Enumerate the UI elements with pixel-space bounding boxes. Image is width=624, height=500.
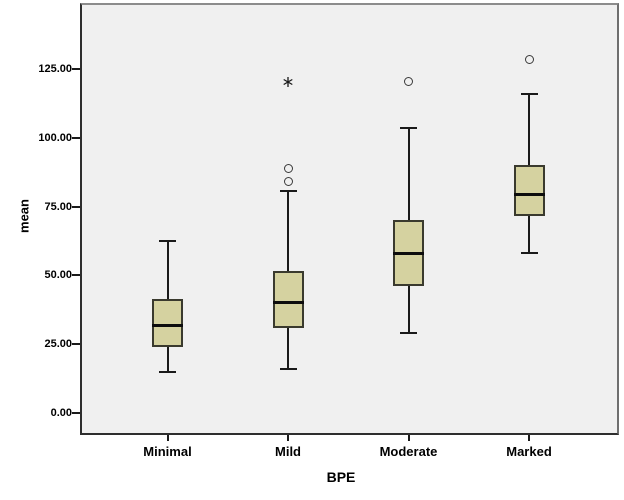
- y-tick-mark: [72, 412, 80, 414]
- mild-upper-whisker-cap: [279, 190, 297, 193]
- x-tick-label: Marked: [506, 444, 552, 459]
- y-tick-label: 25.00: [44, 338, 72, 351]
- x-tick-label: Moderate: [379, 444, 438, 459]
- mild-box: [272, 271, 304, 328]
- mild-median-line: [272, 300, 304, 304]
- marked-lower-whisker-cap: [520, 252, 538, 255]
- y-tick-mark: [72, 136, 80, 139]
- mild-extreme-star-icon: [282, 75, 294, 88]
- minimal-upper-whisker-cap: [159, 240, 176, 242]
- moderate-outlier-circle: [404, 76, 413, 86]
- y-tick-label: 0.00: [50, 407, 72, 419]
- y-tick-label: 75.00: [44, 200, 72, 213]
- x-tick-mark: [166, 435, 169, 441]
- y-tick-mark: [72, 68, 80, 70]
- moderate-median-line: [393, 252, 424, 256]
- marked-median-line: [513, 193, 545, 197]
- mild-lower-whisker-cap: [279, 367, 297, 370]
- x-axis-title: BPE: [326, 469, 356, 485]
- marked-box: [513, 165, 545, 217]
- x-tick-mark: [287, 435, 289, 441]
- y-tick-label: 125.00: [38, 63, 72, 75]
- moderate-lower-whisker-cap: [400, 332, 417, 335]
- mild-outlier-circle: [283, 163, 293, 173]
- marked-outlier-circle: [524, 54, 534, 64]
- x-tick-label: Minimal: [143, 444, 192, 459]
- minimal-median-line: [152, 323, 183, 327]
- x-tick-mark: [407, 435, 410, 441]
- y-tick-label: 100.00: [38, 131, 72, 144]
- y-tick-mark: [72, 205, 80, 208]
- y-tick-mark: [72, 274, 80, 277]
- mild-outlier-circle: [283, 177, 293, 187]
- x-tick-mark: [528, 435, 530, 441]
- y-tick-mark: [72, 343, 80, 346]
- minimal-box: [152, 298, 183, 347]
- x-tick-label: Mild: [275, 444, 301, 459]
- y-tick-label: 50.00: [44, 269, 72, 282]
- minimal-lower-whisker-cap: [159, 370, 176, 373]
- marked-upper-whisker-cap: [520, 92, 538, 95]
- moderate-upper-whisker-cap: [400, 127, 417, 130]
